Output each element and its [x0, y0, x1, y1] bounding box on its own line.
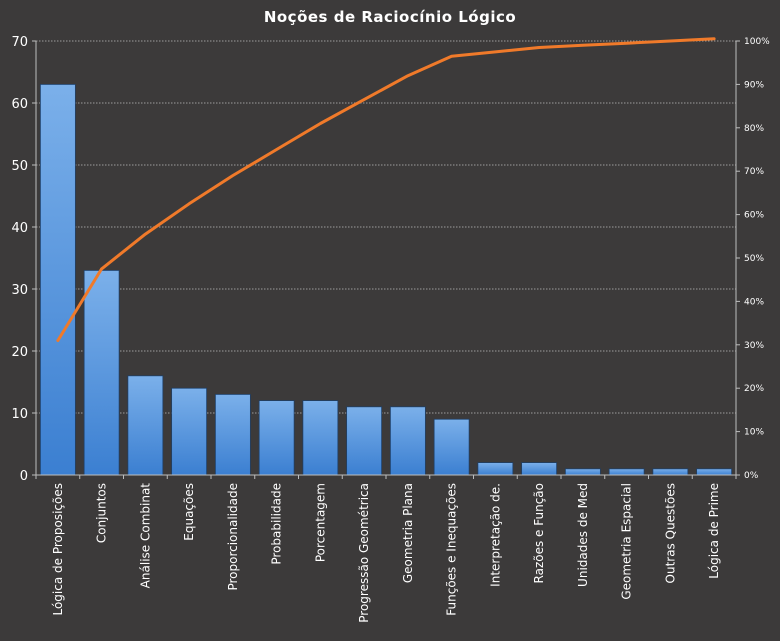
x-tick-label: Interpretação de. [488, 483, 502, 587]
bar [652, 468, 689, 476]
x-tick-label: Proporcionalidade [226, 483, 240, 591]
x-tick-label: Unidades de Med [576, 483, 590, 587]
y-tick-label: 0 [20, 469, 28, 484]
y2-tick-label: 40% [744, 297, 764, 307]
x-tick-label: Progressão Geométrica [357, 483, 371, 623]
x-tick-label: Razões e Função [532, 483, 546, 583]
bar [171, 387, 208, 476]
x-tick-label: Porcentagem [313, 483, 327, 562]
bar [696, 468, 733, 476]
y2-tick-label: 10% [744, 428, 764, 438]
y2-tick-label: 70% [744, 167, 764, 177]
x-tick-label: Análise Combinat [138, 483, 152, 589]
x-tick-label: Funções e Inequações [445, 483, 459, 616]
x-tick-label: Geometria Espacial [620, 483, 634, 600]
x-tick-label: Equações [182, 483, 196, 541]
bar [564, 468, 601, 476]
y2-tick-label: 80% [744, 124, 764, 134]
bar [302, 400, 339, 476]
bar [127, 375, 164, 476]
x-tick-label: Conjuntos [95, 483, 109, 543]
y2-tick-label: 90% [744, 80, 764, 90]
bar [346, 406, 383, 476]
bar [477, 462, 514, 476]
bar [214, 393, 251, 476]
y2-tick-label: 0% [744, 471, 759, 481]
y-tick-label: 70 [11, 35, 28, 50]
bar [521, 462, 558, 476]
y2-tick-label: 100% [744, 37, 770, 47]
bar [258, 400, 295, 476]
y-tick-label: 50 [11, 159, 28, 174]
x-tick-label: Lógica de Proposições [51, 483, 65, 616]
y-tick-label: 40 [11, 221, 28, 236]
x-tick-label: Lógica de Prime [707, 483, 721, 579]
bar [83, 269, 120, 476]
bar [608, 468, 645, 476]
bar [433, 418, 470, 476]
x-tick-label: Outras Questões [663, 483, 677, 583]
y-tick-label: 60 [11, 97, 28, 112]
y-tick-label: 10 [11, 407, 28, 422]
cumulative-line [56, 37, 716, 342]
y2-tick-label: 30% [744, 341, 764, 351]
y2-tick-label: 60% [744, 211, 764, 221]
chart-title: Noções de Raciocínio Lógico [263, 8, 517, 26]
x-tick-label: Probabilidade [270, 483, 284, 565]
bar [39, 84, 76, 476]
y2-tick-label: 50% [744, 254, 764, 264]
bar [389, 406, 426, 476]
x-tick-label: Geometria Plana [401, 483, 415, 583]
y-tick-label: 20 [11, 345, 28, 360]
y2-tick-label: 20% [744, 384, 764, 394]
y-tick-label: 30 [11, 283, 28, 298]
